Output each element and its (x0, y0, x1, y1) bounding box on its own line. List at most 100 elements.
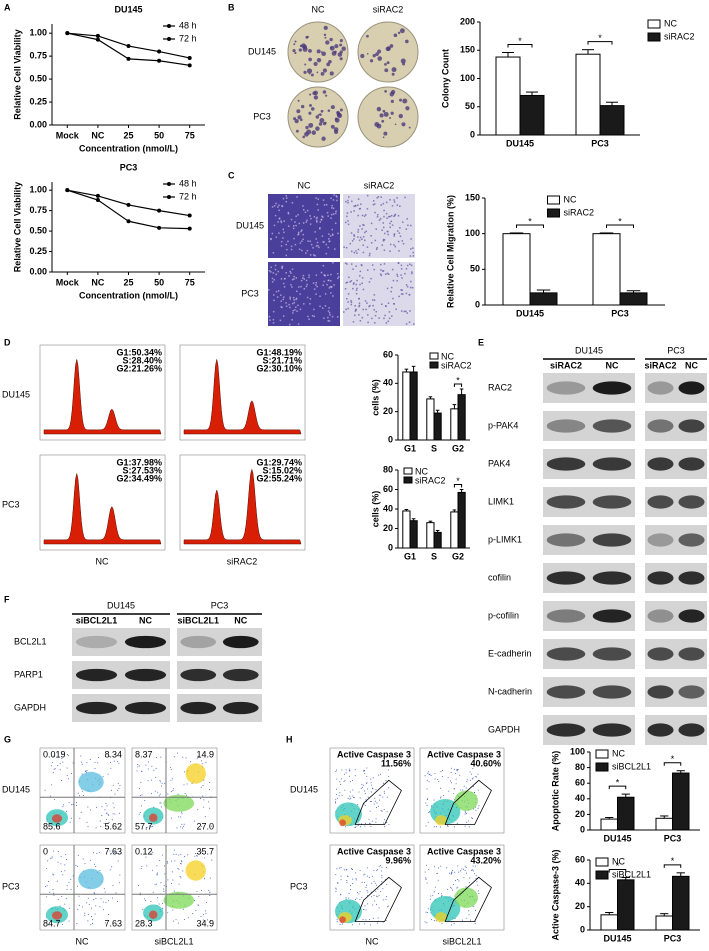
cell-speck (303, 288, 306, 290)
event (465, 787, 467, 789)
legend-swatch (429, 361, 439, 369)
cell-speck (360, 264, 363, 266)
significance-bracket (663, 864, 682, 868)
event (159, 802, 161, 804)
event (105, 901, 107, 903)
event (181, 811, 183, 813)
cell-speck (380, 263, 382, 266)
colony-plate (357, 21, 419, 83)
cell-speck (402, 221, 404, 223)
event (361, 783, 363, 785)
cell-speck (351, 250, 353, 253)
blot-band (678, 381, 705, 395)
event (63, 804, 65, 806)
event (52, 889, 54, 891)
event (362, 786, 364, 788)
event (201, 825, 203, 827)
quadrant-value: 35.7 (196, 846, 214, 856)
cell-speck (403, 310, 406, 313)
blot-band (222, 701, 259, 715)
column-label: siRAC2 (364, 180, 395, 190)
cell-speck (331, 233, 334, 236)
cell-speck (290, 245, 293, 248)
cell-speck (383, 209, 385, 212)
event (80, 761, 82, 763)
cell-speck (297, 323, 300, 325)
row-label: DU145 (236, 220, 264, 230)
event (196, 855, 198, 857)
colony (330, 124, 335, 129)
event (340, 867, 342, 869)
cell-speck (287, 225, 290, 227)
cell-speck (329, 285, 332, 288)
event (139, 812, 141, 814)
event (426, 788, 428, 790)
legend-label: 48 h (179, 20, 197, 30)
cell-speck (327, 319, 329, 322)
cell-speck (315, 293, 317, 295)
protein-label: N-cadherin (488, 686, 532, 696)
colony (399, 98, 402, 102)
event (359, 898, 361, 900)
cell-speck (349, 281, 351, 283)
transwell-image (343, 194, 415, 258)
cell-speck (400, 274, 402, 276)
event (462, 919, 464, 921)
cell-speck (282, 282, 285, 285)
quadrant-value: 8.37 (135, 749, 153, 759)
event (475, 809, 477, 811)
event (211, 859, 213, 861)
colony (320, 109, 324, 113)
event (105, 812, 107, 814)
blot-band (222, 635, 259, 649)
cell-speck (372, 203, 375, 206)
event (476, 884, 478, 886)
event (434, 773, 436, 775)
cell-speck (319, 295, 321, 298)
event (57, 898, 59, 900)
event (191, 782, 193, 784)
cell-speck (405, 292, 408, 295)
event (363, 784, 365, 786)
cell-speck (281, 266, 283, 269)
event (46, 885, 48, 887)
event (86, 821, 88, 823)
cell-speck (347, 220, 349, 222)
event (173, 756, 175, 758)
colony (311, 130, 317, 135)
cell-speck (369, 304, 371, 307)
cell-speck (374, 211, 376, 214)
event (446, 867, 448, 869)
event (366, 782, 368, 784)
event (203, 878, 205, 880)
legend-label: NC (612, 748, 625, 758)
cell-speck (375, 228, 377, 230)
colony (316, 49, 321, 54)
event (77, 855, 79, 857)
cell-speck (386, 272, 389, 275)
event (66, 885, 68, 887)
cell-speck (292, 296, 295, 299)
cell-speck (343, 311, 345, 313)
event (155, 776, 157, 778)
cell-speck (274, 268, 277, 271)
x-tick-label: 50 (154, 277, 164, 287)
quadrant-value: 0 (43, 846, 48, 856)
cell-speck (323, 204, 326, 206)
colony (379, 113, 384, 118)
event (84, 863, 86, 865)
error-bar (606, 101, 618, 106)
y-tick-label: 0.00 (29, 119, 47, 129)
cell-speck (405, 284, 408, 286)
cell-speck (364, 231, 366, 234)
event (117, 789, 119, 791)
event (335, 788, 337, 790)
event (471, 817, 473, 819)
event (112, 885, 114, 887)
colony (306, 68, 313, 74)
colony (308, 48, 312, 53)
event (386, 896, 388, 898)
event (437, 893, 439, 895)
cell-speck (304, 211, 307, 213)
event (354, 775, 356, 777)
